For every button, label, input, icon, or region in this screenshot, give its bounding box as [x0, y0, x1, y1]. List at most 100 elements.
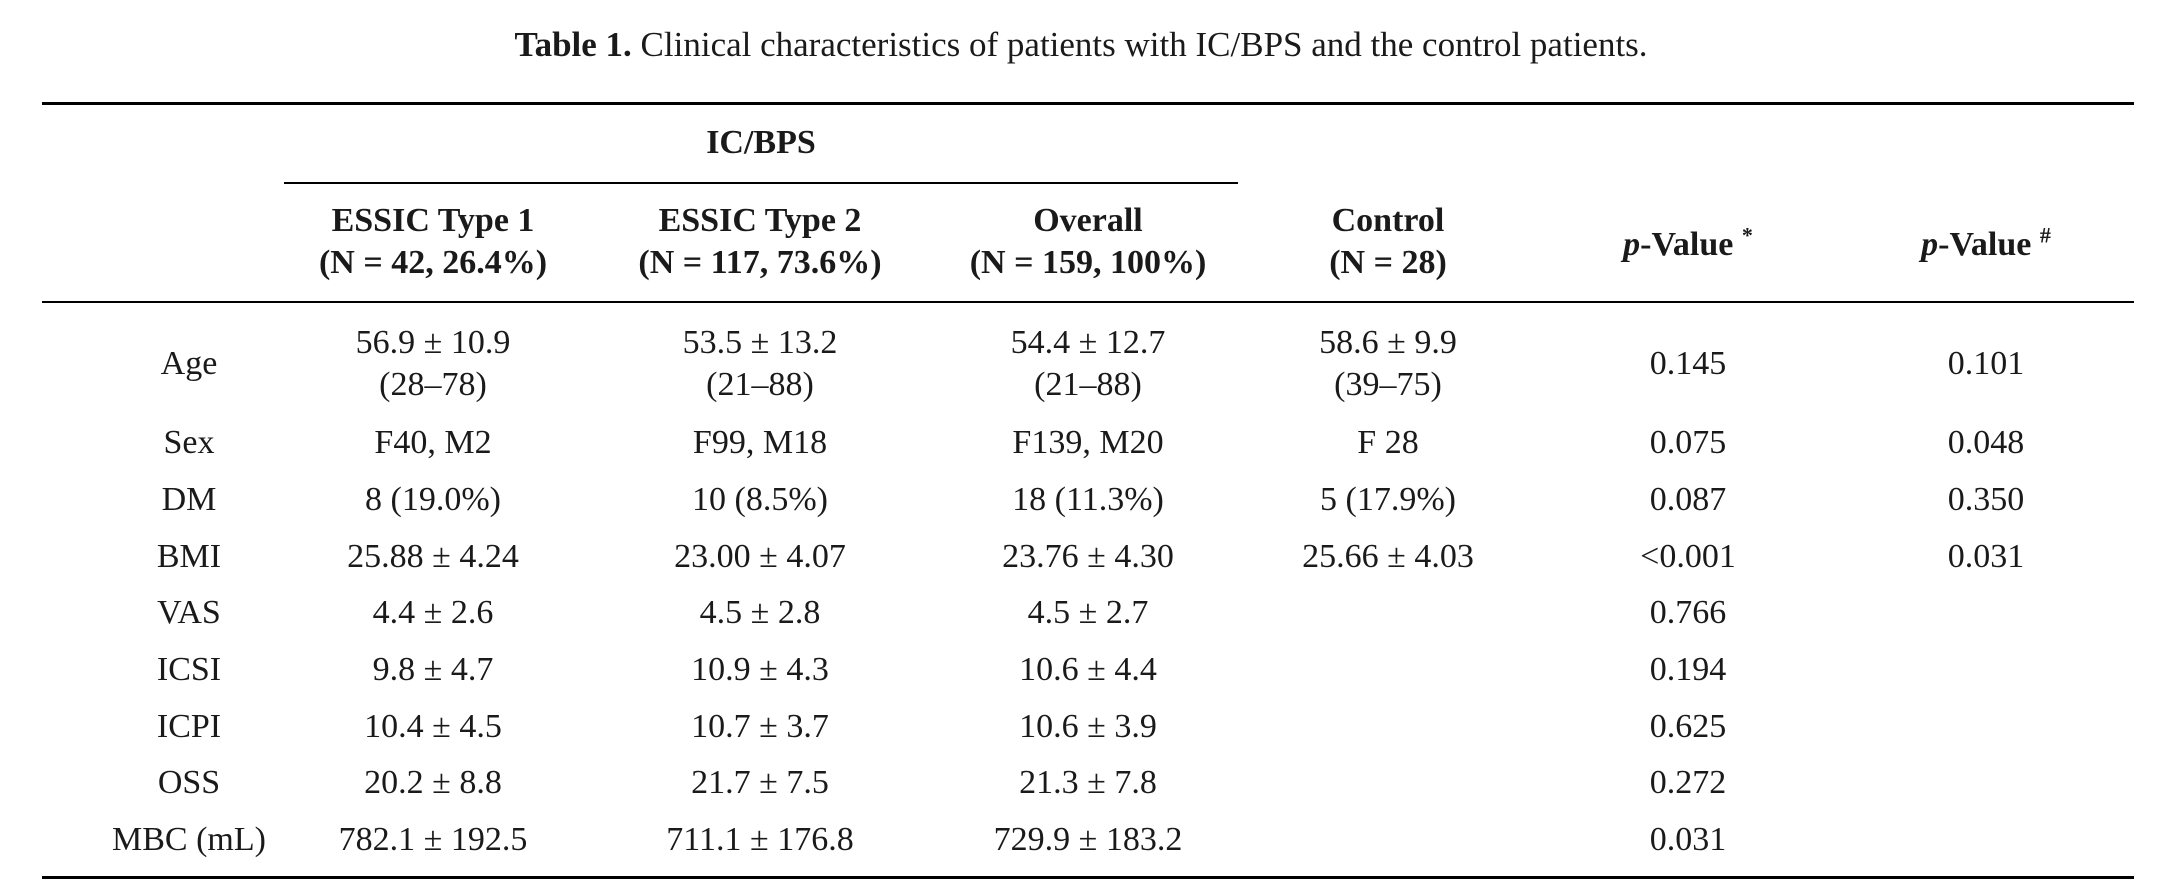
cell-line: 4.4 ± 2.6 [372, 594, 494, 631]
table-cell: 20.2 ± 8.8 [364, 762, 502, 804]
cell-line: 4.5 ± 2.7 [1027, 594, 1149, 631]
table-cell: 10.6 ± 4.4 [1019, 649, 1157, 691]
cell-line: 9.8 ± 4.7 [372, 651, 494, 688]
col-header-essic-type2: ESSIC Type 2 (N = 117, 73.6%) [638, 200, 881, 284]
table-cell: 23.76 ± 4.30 [1002, 536, 1174, 578]
col-header-line2: (N = 159, 100%) [969, 244, 1207, 281]
p-value-cell: 0.145 [1649, 345, 1727, 382]
p-value-cell: 0.350 [1947, 481, 2025, 518]
p-value-cell: 0.031 [1649, 821, 1727, 858]
p-value-cell: 0.048 [1947, 424, 2025, 461]
table-cell: 711.1 ± 176.8 [666, 819, 853, 861]
row-label: OSS [157, 764, 221, 801]
cell-line: 10.4 ± 4.5 [364, 708, 502, 745]
table-cell: 53.5 ± 13.2 (21–88) [683, 322, 838, 406]
table-cell: 8 (19.0%) [365, 479, 501, 521]
cell-line: 729.9 ± 183.2 [993, 821, 1183, 858]
col-header-line2: (N = 28) [1329, 244, 1447, 281]
row-label: MBC (mL) [112, 821, 266, 858]
cell-line: (21–88) [706, 366, 814, 403]
table-cell: 10.7 ± 3.7 [691, 706, 829, 748]
row-label: DM [161, 481, 217, 518]
table-cell: 782.1 ± 192.5 [339, 819, 528, 861]
p-value-cell: 0.625 [1649, 708, 1727, 745]
row-label: ICSI [156, 651, 222, 688]
p-value-cell: 0.101 [1947, 345, 2025, 382]
table-cell: 18 (11.3%) [1012, 479, 1164, 521]
table-cell: 10.4 ± 4.5 [364, 706, 502, 748]
col-header-line1: Control [1331, 202, 1445, 239]
cell-line: 58.6 ± 9.9 [1319, 324, 1457, 361]
cell-line: F139, M20 [1012, 424, 1164, 461]
cell-line: F 28 [1357, 424, 1419, 461]
cell-line: 23.76 ± 4.30 [1002, 538, 1174, 575]
table-cell: 25.66 ± 4.03 [1302, 536, 1474, 578]
row-label: BMI [156, 538, 222, 575]
p-italic: p [1623, 226, 1641, 263]
table-cell: 4.4 ± 2.6 [373, 592, 494, 634]
table-caption: Table 1. Clinical characteristics of pat… [0, 20, 2162, 70]
cell-line: 10.6 ± 4.4 [1019, 651, 1157, 688]
table-cell: 10 (8.5%) [692, 479, 828, 521]
table-cell: F40, M2 [374, 422, 491, 464]
cell-line: 25.66 ± 4.03 [1302, 538, 1474, 575]
table-cell: 21.7 ± 7.5 [691, 762, 829, 804]
cell-line: 5 (17.9%) [1320, 481, 1456, 518]
table-cell: F139, M20 [1012, 422, 1163, 464]
table-cell: 25.88 ± 4.24 [347, 536, 519, 578]
table-cell: F 28 [1357, 422, 1418, 464]
table-cell: 54.4 ± 12.7 (21–88) [1011, 322, 1166, 406]
col-header-control: Control (N = 28) [1329, 200, 1447, 284]
cell-line: (21–88) [1034, 366, 1142, 403]
p-italic: p [1921, 226, 1939, 263]
col-header-p-value-hash: p-Value # [1921, 224, 2051, 266]
caption-label: Table 1. [514, 25, 632, 64]
cell-line: 711.1 ± 176.8 [666, 821, 854, 858]
col-header-line1: Overall [1033, 202, 1143, 239]
col-header-essic-type1: ESSIC Type 1 (N = 42, 26.4%) [319, 200, 547, 284]
p-value-cell: 0.075 [1649, 424, 1727, 461]
group-header-ic-bps: IC/BPS [706, 124, 816, 161]
cell-line: 4.5 ± 2.8 [699, 594, 821, 631]
table-top-rule [42, 102, 2134, 105]
cell-line: 21.7 ± 7.5 [691, 764, 829, 801]
cell-line: 53.5 ± 13.2 [682, 324, 838, 361]
table-cell: 23.00 ± 4.07 [674, 536, 846, 578]
cell-line: 54.4 ± 12.7 [1010, 324, 1166, 361]
table-cell: 9.8 ± 4.7 [373, 649, 494, 691]
col-header-line1: ESSIC Type 2 [658, 202, 862, 239]
cell-line: 782.1 ± 192.5 [338, 821, 528, 858]
cell-line: (28–78) [379, 366, 487, 403]
row-label: Sex [163, 424, 215, 461]
cell-line: F40, M2 [374, 424, 492, 461]
p-value-footnote-mark: * [1741, 222, 1753, 248]
table-cell: 56.9 ± 10.9 (28–78) [356, 322, 511, 406]
cell-line: 10.7 ± 3.7 [691, 708, 829, 745]
col-header-overall: Overall (N = 159, 100%) [970, 200, 1207, 284]
cell-line: F99, M18 [692, 424, 828, 461]
cell-line: 21.3 ± 7.8 [1019, 764, 1157, 801]
group-header-rule [284, 182, 1238, 184]
p-value-text: -Value [1640, 226, 1742, 263]
cell-line: 8 (19.0%) [365, 481, 501, 518]
col-header-line2: (N = 117, 73.6%) [638, 244, 882, 281]
row-label: ICPI [156, 708, 222, 745]
cell-line: 10.6 ± 3.9 [1019, 708, 1157, 745]
table-cell: F99, M18 [693, 422, 827, 464]
cell-line: (39–75) [1334, 366, 1442, 403]
table-cell: 58.6 ± 9.9 (39–75) [1319, 322, 1457, 406]
cell-line: 23.00 ± 4.07 [674, 538, 846, 575]
col-header-p-value-star: p-Value * [1623, 224, 1753, 266]
cell-line: 10 (8.5%) [692, 481, 828, 518]
p-value-cell: 0.194 [1649, 651, 1727, 688]
row-label: Age [160, 345, 218, 382]
table-header-rule [42, 301, 2134, 303]
table-cell: 5 (17.9%) [1320, 479, 1456, 521]
p-value-cell: <0.001 [1640, 538, 1736, 575]
cell-line: 25.88 ± 4.24 [347, 538, 519, 575]
table-bottom-rule [42, 876, 2134, 879]
table-cell: 10.9 ± 4.3 [691, 649, 829, 691]
p-value-cell: 0.272 [1649, 764, 1727, 801]
col-header-line2: (N = 42, 26.4%) [318, 244, 548, 281]
caption-text: Clinical characteristics of patients wit… [631, 25, 1648, 64]
